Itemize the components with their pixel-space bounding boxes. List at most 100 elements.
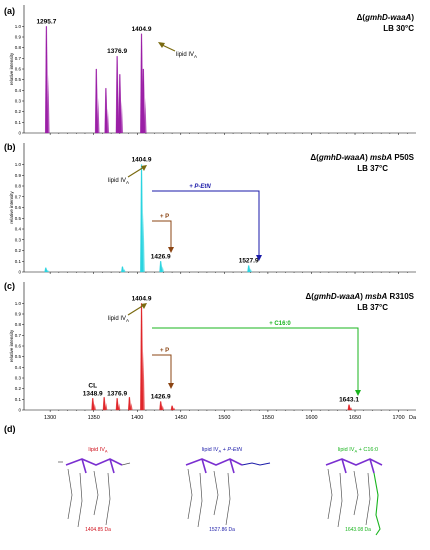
structure-mass-2: 1527.86 Da (209, 527, 235, 533)
y-tick-label: 1.0 (15, 301, 22, 306)
lipid-arrowhead-a (158, 42, 165, 48)
y-tick-label: 0.5 (15, 77, 22, 82)
panel-letter-b: (b) (4, 142, 16, 152)
y-tick-label: 0.1 (15, 397, 22, 402)
peak-bar (159, 401, 163, 411)
peak-bar (140, 164, 144, 273)
structures-panel-d: lipid IVA 1404.85 Da lipid IVA + P-EtN 1… (58, 447, 383, 536)
peak-label: 1404.9 (132, 26, 152, 33)
pethn-bracket-b (152, 190, 260, 258)
peak-isotope (105, 402, 108, 410)
x-tick-label: 1400 (131, 415, 143, 421)
x-tick-label: 1550 (262, 415, 274, 421)
peak-isotope (173, 407, 176, 410)
peak-label: 1426.9 (151, 253, 171, 260)
p-bracket-c (152, 354, 172, 386)
y-tick-label: 0.6 (15, 67, 22, 72)
peak-bar (45, 26, 49, 134)
peak-isotope (93, 403, 96, 410)
peak-annotation: CL (88, 382, 97, 389)
x-tick-label: 1650 (349, 415, 361, 421)
y-tick-label: 0.2 (15, 386, 22, 391)
peak-bar (121, 266, 125, 273)
peak-label: 1643.1 (339, 397, 359, 404)
y-tick-label: 0.9 (15, 35, 22, 40)
peak-bar (141, 68, 146, 134)
peak-bar (170, 405, 174, 411)
y-tick-label: 0.3 (15, 237, 22, 242)
peak-bar (118, 74, 122, 134)
spectrum-panel-a: 0 0.1 0.2 0.3 0.4 0.5 0.6 0.7 0.8 0.9 1.0 relative … (9, 5, 416, 136)
spectrum-panel-c: 0 0.1 0.2 0.3 0.4 0.5 0.6 0.7 0.8 0.9 1.0 relative … (9, 282, 417, 421)
lipid-label-a: lipid IVA (176, 52, 197, 59)
y-tick-label: 0.8 (15, 45, 22, 50)
c16-bracket-c (152, 327, 359, 393)
peak-bar (115, 398, 119, 411)
panel-letter-a: (a) (4, 6, 15, 16)
x-tick-label: 1350 (88, 415, 100, 421)
structure-mass-3: 1643.08 Da (345, 527, 371, 533)
peak-bar (347, 404, 351, 411)
y-tick-label: 0.8 (15, 184, 22, 189)
y-tick-label: 0.2 (15, 109, 22, 114)
lipid-label-c: lipid IVA (108, 316, 129, 323)
pethn-arrowhead-b (256, 255, 262, 261)
y-tick-label: 0.9 (15, 173, 22, 178)
y-axis-label: relative intensity (9, 52, 14, 85)
lipid-label-b: lipid IVA (108, 178, 129, 185)
y-tick-label: 1.0 (15, 24, 22, 29)
y-tick-label: 0.3 (15, 376, 22, 381)
p-arrowhead-c (168, 383, 174, 389)
x-unit-label: Da (409, 415, 417, 421)
y-tick-label: 0.4 (15, 88, 22, 93)
structure-lipid-iva-pethn (185, 458, 271, 528)
panel-letter-d: (d) (4, 424, 16, 434)
peak-isotope (350, 407, 353, 410)
peak-label: 1376.9 (107, 48, 127, 55)
lipid-arrow-c (127, 304, 145, 316)
condition-a: LB 30°C (383, 24, 414, 33)
peak-label: 1376.9 (107, 390, 127, 397)
y-tick-label: 0.8 (15, 322, 22, 327)
y-tick-label: 0.9 (15, 312, 22, 317)
structure-title-1: lipid IVA (88, 447, 108, 454)
peak-bar (128, 397, 132, 411)
y-tick-label: 0.7 (15, 333, 22, 338)
strain-title-c: Δ(gmhD-waaA) msbA R310S (306, 292, 415, 301)
spectrum-panel-b: 0 0.1 0.2 0.3 0.4 0.5 0.6 0.7 0.8 0.9 1.0 relative … (9, 143, 416, 275)
condition-c: LB 37°C (357, 303, 388, 312)
y-tick-label: 0.6 (15, 205, 22, 210)
peak-isotope (142, 212, 145, 272)
peak-isotope (106, 108, 110, 133)
y-tick-label: 0.4 (15, 365, 22, 370)
y-tick-label: 0.1 (15, 120, 22, 125)
x-tick-label: 1500 (218, 415, 230, 421)
condition-b: LB 37°C (357, 164, 388, 173)
pethn-label-b: + P-EtN (189, 184, 211, 190)
peak-bar (91, 398, 95, 411)
p-bracket-b (152, 220, 172, 250)
structure-lipid-iva-c16 (325, 458, 383, 536)
x-tick-label: 1600 (305, 415, 317, 421)
structure-title-2: lipid IVA + P-EtN (202, 447, 242, 454)
x-tick-label: 1700 (392, 415, 404, 421)
peak-label: 1295.7 (36, 18, 56, 25)
y-axis-label: relative intensity (9, 329, 14, 362)
peak-isotope (97, 97, 100, 133)
p-arrowhead-b (168, 247, 174, 253)
peak-bar (104, 88, 108, 134)
y-tick-label: 0.7 (15, 194, 22, 199)
panel-letter-c: (c) (4, 281, 15, 291)
peak-bar (159, 261, 163, 273)
x-tick-label: 1300 (44, 415, 56, 421)
peak-label: 1426.9 (151, 393, 171, 400)
strain-title-b: Δ(gmhD-waaA) msbA P50S (310, 153, 414, 162)
structure-title-3: lipid IVA + C16:0 (338, 447, 378, 454)
y-axis-label: relative intensity (9, 191, 14, 224)
y-tick-label: 0 (18, 270, 21, 275)
p-label-c: + P (160, 348, 169, 354)
lipid-arrowhead-b (141, 165, 147, 171)
p-label-b: + P (160, 214, 169, 220)
y-tick-label: 0.7 (15, 56, 22, 61)
c16-arrowhead-c (355, 390, 361, 396)
